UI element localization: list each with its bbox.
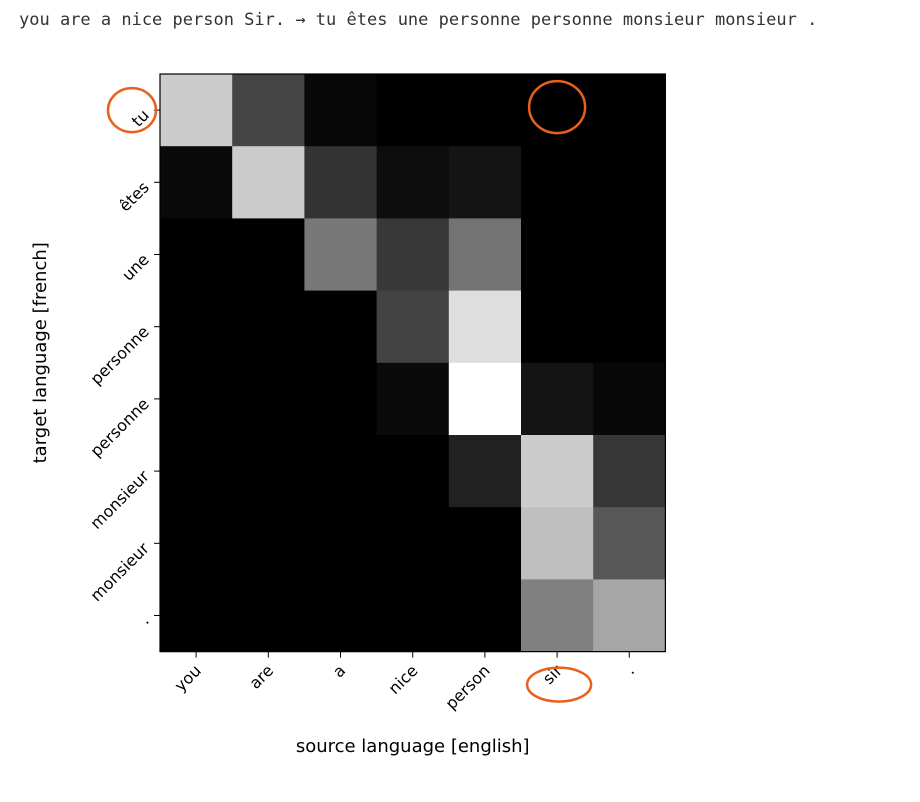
heatmap-cell-r7-c6 <box>593 579 666 653</box>
heatmap-cell-r3-c2 <box>304 290 378 364</box>
x-tick-label: sir <box>539 661 566 688</box>
highlight-annotations <box>106 79 593 703</box>
y-tick-label: monsieur <box>86 538 153 605</box>
heatmap-cell-r5-c5 <box>521 435 594 508</box>
heatmap-cell-r0-c0 <box>160 74 233 147</box>
x-tick-label: a <box>329 661 349 681</box>
heatmap-cell-r1-c6 <box>593 146 666 219</box>
y-tick-label: personne <box>86 322 152 388</box>
annotation-circle-x-tick <box>525 666 593 703</box>
heatmap-cell-r2-c2 <box>304 218 378 292</box>
heatmap-cell-r0-c5 <box>521 74 594 147</box>
heatmap-cell-r0-c2 <box>304 74 378 147</box>
x-tick-label: . <box>621 661 638 678</box>
heatmap-cell-r5-c0 <box>160 435 233 508</box>
heatmap-cell-r5-c6 <box>593 435 666 508</box>
heatmap-cell-r6-c0 <box>160 507 233 580</box>
heatmap-cell-r4-c2 <box>304 362 378 436</box>
heatmap-cell-r5-c1 <box>232 435 305 508</box>
heatmap-cell-r7-c4 <box>448 579 522 653</box>
annotation-circle-cell <box>527 79 587 135</box>
heatmap-cell-r4-c3 <box>376 362 450 436</box>
heatmap-cell-r7-c3 <box>376 579 450 653</box>
y-tick-label: personne <box>86 394 152 460</box>
heatmap-cell-r2-c4 <box>448 218 522 292</box>
sentence-caption: you are a nice person Sir. → tu êtes une… <box>19 10 818 30</box>
x-tick-label: nice <box>385 661 422 698</box>
heatmap-cell-r6-c1 <box>232 507 305 580</box>
heatmap-cell-r0-c1 <box>232 74 305 147</box>
heatmap-cell-r0-c3 <box>376 74 450 147</box>
heatmap-cell-r5-c2 <box>304 435 378 508</box>
heatmap-cell-r1-c3 <box>376 146 450 219</box>
heatmap-cell-r5-c4 <box>448 435 522 508</box>
y-tick-label: une <box>118 250 153 285</box>
heatmap-cell-r6-c5 <box>521 507 594 580</box>
x-tick-label: person <box>442 661 494 713</box>
heatmap-cell-r2-c5 <box>521 218 594 292</box>
heatmap-cell-r6-c2 <box>304 507 378 580</box>
y-tick-label: êtes <box>115 178 153 216</box>
heatmap-cell-r7-c0 <box>160 579 233 653</box>
y-tick-label: monsieur <box>86 466 153 533</box>
heatmap-cell-r4-c4 <box>448 362 522 436</box>
heatmap-cell-r6-c6 <box>593 507 666 580</box>
y-axis-label: target language [french] <box>30 242 51 463</box>
y-tick-label: . <box>136 611 153 628</box>
heatmap-cell-r2-c1 <box>232 218 305 292</box>
heatmap-cell-r1-c0 <box>160 146 233 219</box>
heatmap-cell-r4-c5 <box>521 362 594 436</box>
heatmap-cell-r0-c6 <box>593 74 666 147</box>
heatmap-cell-r7-c5 <box>521 579 594 653</box>
x-axis-ticks: you are a nice person sir. <box>171 651 638 713</box>
heatmap-cell-r4-c0 <box>160 362 233 436</box>
heatmap-cell-r6-c3 <box>376 507 450 580</box>
heatmap-cell-r3-c1 <box>232 290 305 364</box>
heatmap-cell-r7-c1 <box>232 579 305 653</box>
heatmap-cells <box>160 74 666 653</box>
heatmap-cell-r3-c5 <box>521 290 594 364</box>
heatmap-cell-r1-c2 <box>304 146 378 219</box>
heatmap-cell-r3-c0 <box>160 290 233 364</box>
heatmap-cell-r2-c0 <box>160 218 233 292</box>
heatmap-cell-r5-c3 <box>376 435 450 508</box>
annotation-circle-y-tick <box>106 86 158 134</box>
heatmap-cell-r1-c5 <box>521 146 594 219</box>
x-axis-label: source language [english] <box>296 736 530 757</box>
heatmap-cell-r2-c6 <box>593 218 666 292</box>
x-tick-label: are <box>245 661 277 693</box>
heatmap-cell-r7-c2 <box>304 579 378 653</box>
heatmap-cell-r3-c3 <box>376 290 450 364</box>
heatmap-cell-r0-c4 <box>448 74 522 147</box>
heatmap-cell-r3-c4 <box>448 290 522 364</box>
y-axis-ticks: tuêtesunepersonnepersonnemonsieurmonsieu… <box>86 105 160 628</box>
heatmap-cell-r6-c4 <box>448 507 522 580</box>
heatmap-cell-r3-c6 <box>593 290 666 364</box>
heatmap-cell-r4-c6 <box>593 362 666 436</box>
heatmap-cell-r1-c1 <box>232 146 305 219</box>
heatmap-cell-r4-c1 <box>232 362 305 436</box>
x-tick-label: you <box>171 661 205 695</box>
heatmap-cell-r1-c4 <box>448 146 522 219</box>
heatmap-cell-r2-c3 <box>376 218 450 292</box>
